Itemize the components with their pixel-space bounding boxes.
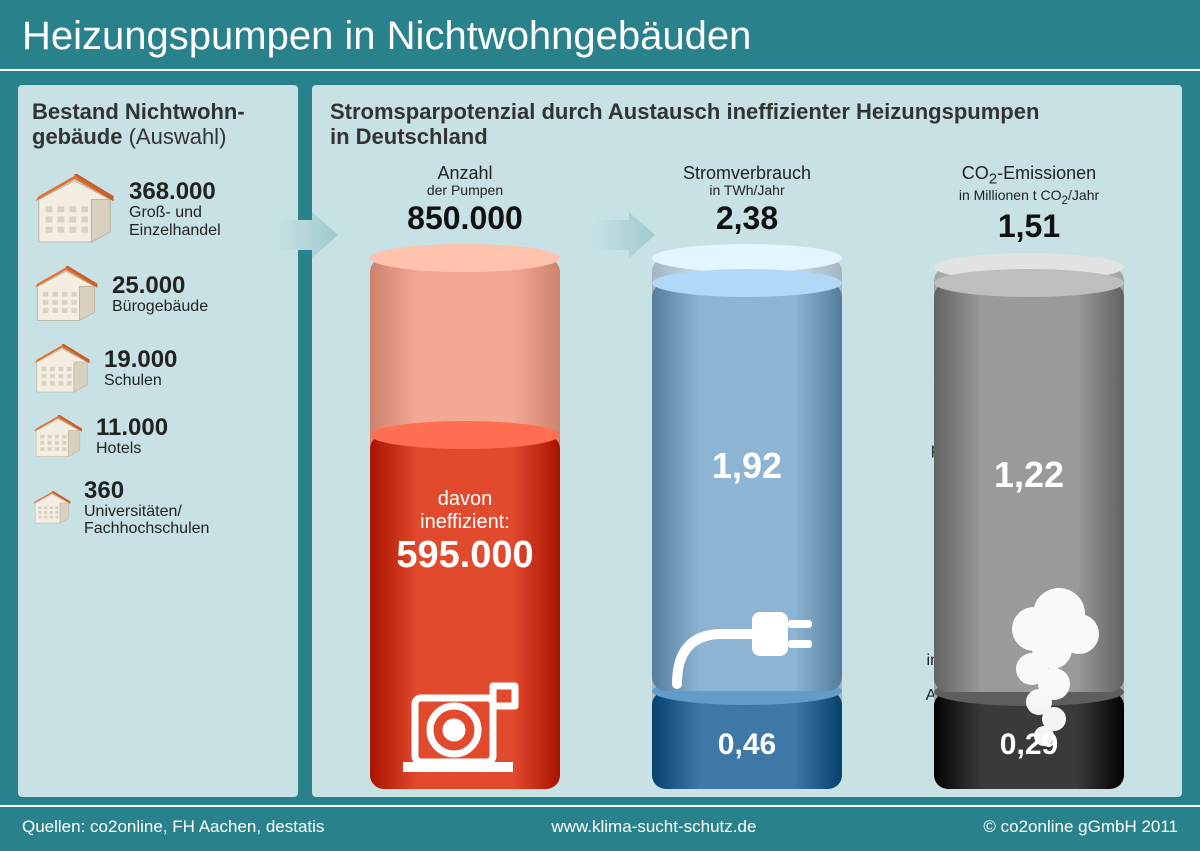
- building-icon: [32, 415, 84, 459]
- body: Bestand Nichtwohn- gebäude (Auswahl) 368…: [0, 71, 1200, 805]
- arrow-icon: [278, 212, 338, 258]
- panel-b-subtitle: Stromsparpotenzial durch Austausch ineff…: [330, 99, 1050, 150]
- footer-sources: Quellen: co2online, FH Aachen, destatis: [22, 817, 324, 837]
- cyl-label-main: 1,92: [652, 445, 842, 487]
- cyl-label-main: 1,22: [934, 454, 1124, 496]
- col-head-line1: Stromverbrauch: [683, 164, 811, 184]
- cylinder: 1,92 0,46: [652, 244, 842, 789]
- building-item: 25.000Bürogebäude: [32, 266, 284, 324]
- building-label: Bürogebäude: [112, 298, 208, 316]
- building-text: 11.000Hotels: [96, 416, 168, 458]
- building-label: Schulen: [104, 372, 177, 390]
- building-label: Universitäten/ Fachhochschulen: [84, 503, 209, 538]
- building-icon: [32, 491, 72, 525]
- building-text: 360Universitäten/ Fachhochschulen: [84, 479, 209, 538]
- building-label: Hotels: [96, 440, 168, 458]
- panel-potenzial: Stromsparpotenzial durch Austausch ineff…: [312, 85, 1182, 797]
- col-head-line1: CO2-Emissionen: [959, 164, 1099, 188]
- plug-icon-wrap: [667, 574, 827, 699]
- building-label: Groß- und Einzelhandel: [129, 204, 221, 239]
- cyl-label-bottom: 0,46: [652, 728, 842, 762]
- cyl-top: [370, 244, 560, 272]
- panel-bestand: Bestand Nichtwohn- gebäude (Auswahl) 368…: [18, 85, 298, 797]
- smoke-icon-wrap: [964, 574, 1114, 759]
- col-head-line2: der Pumpen: [407, 183, 523, 198]
- subtitle-light: (Auswahl): [122, 124, 226, 149]
- building-value: 25.000: [112, 274, 208, 298]
- charts: Einspar- potenzial insgesamt nach Austau…: [330, 164, 1164, 789]
- arrow-icon: [595, 212, 655, 258]
- footer-copyright: © co2online gGmbH 2011: [983, 817, 1178, 837]
- col-head-line1: Anzahl: [407, 164, 523, 184]
- pump-icon-wrap: [395, 668, 535, 783]
- chart-column-co2: CO2-Emissionenin Millionen t CO2/Jahr1,5…: [894, 164, 1164, 789]
- building-list: 368.000Groß- und Einzelhandel 25.000Büro…: [32, 174, 284, 538]
- column-head: CO2-Emissionenin Millionen t CO2/Jahr1,5…: [959, 164, 1099, 245]
- chart-column-pumps: Anzahlder Pumpen 850.000 davon ineffizient…: [330, 164, 600, 789]
- building-value: 360: [84, 479, 209, 503]
- building-value: 11.000: [96, 416, 168, 440]
- cylinder: davon ineffizient:595.000: [370, 244, 560, 789]
- panel-a-subtitle: Bestand Nichtwohn- gebäude (Auswahl): [32, 99, 284, 150]
- cyl-label-main: davon ineffizient:595.000: [370, 488, 560, 577]
- column-head: Stromverbrauchin TWh/Jahr 2,38: [683, 164, 811, 236]
- cyl-seg-top: [652, 269, 842, 297]
- footer: Quellen: co2online, FH Aachen, destatis …: [0, 805, 1200, 851]
- plug-icon: [667, 574, 827, 694]
- cyl-seg-top: [934, 269, 1124, 297]
- building-text: 368.000Groß- und Einzelhandel: [129, 180, 221, 239]
- pump-icon: [395, 668, 535, 778]
- col-head-value: 2,38: [683, 201, 811, 236]
- column-head: Anzahlder Pumpen 850.000: [407, 164, 523, 236]
- building-item: 368.000Groß- und Einzelhandel: [32, 174, 284, 246]
- building-item: 360Universitäten/ Fachhochschulen: [32, 479, 284, 538]
- col-head-value: 850.000: [407, 201, 523, 236]
- building-item: 19.000Schulen: [32, 344, 284, 395]
- cyl-top: [652, 244, 842, 272]
- col-head-line2: in TWh/Jahr: [683, 183, 811, 198]
- building-icon: [32, 344, 92, 395]
- building-icon: [32, 174, 117, 246]
- col-head-line2: in Millionen t CO2/Jahr: [959, 188, 1099, 208]
- building-icon: [32, 266, 100, 324]
- cyl-seg-top: [370, 421, 560, 449]
- building-value: 368.000: [129, 180, 221, 204]
- building-text: 19.000Schulen: [104, 348, 177, 390]
- building-item: 11.000Hotels: [32, 415, 284, 459]
- col-head-value: 1,51: [959, 209, 1099, 244]
- page: Heizungspumpen in Nichtwohngebäuden Best…: [0, 0, 1200, 851]
- page-title: Heizungspumpen in Nichtwohngebäuden: [0, 0, 1200, 71]
- building-value: 19.000: [104, 348, 177, 372]
- cylinder: 1,220,29: [934, 253, 1124, 790]
- building-text: 25.000Bürogebäude: [112, 274, 208, 316]
- smoke-icon: [964, 574, 1114, 754]
- footer-url: www.klima-sucht-schutz.de: [551, 817, 756, 837]
